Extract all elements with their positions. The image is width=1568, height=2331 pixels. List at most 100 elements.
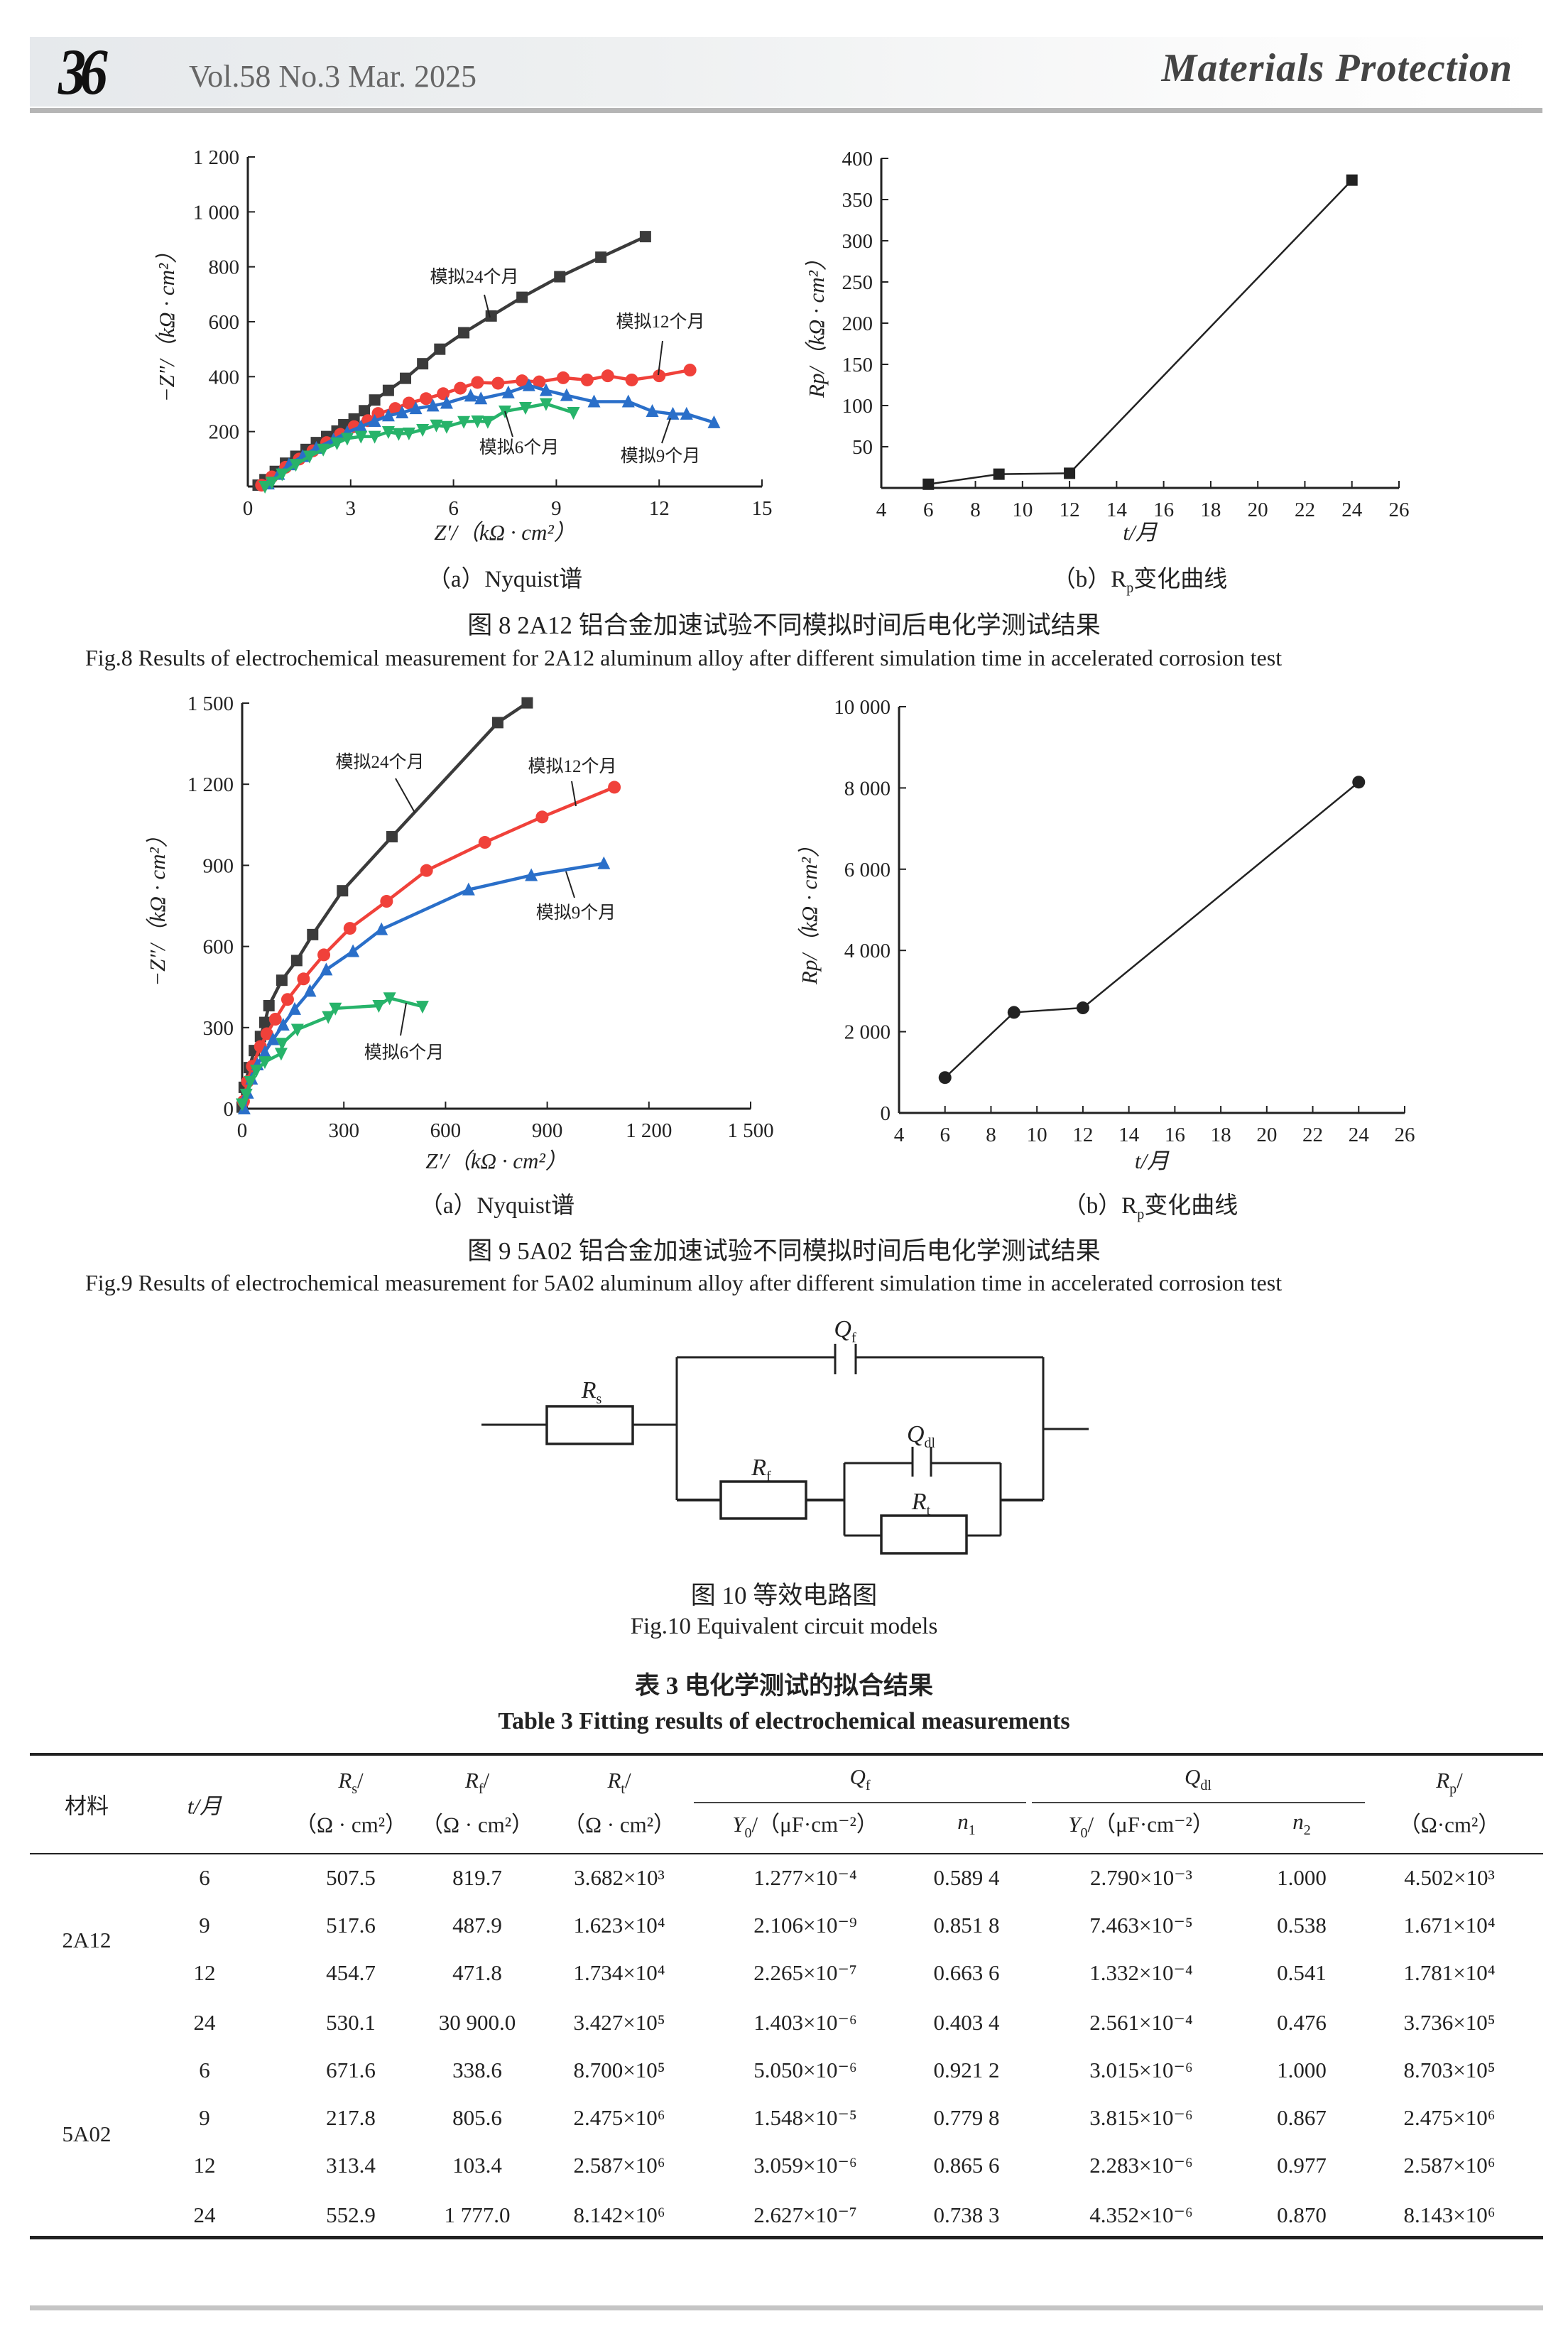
cell-value: 12 [193, 2153, 216, 2178]
rs-label-subscript: s [596, 1391, 601, 1407]
rs-label: Rs [581, 1377, 602, 1407]
cell-value: 2.790×10⁻³ [1090, 1865, 1192, 1890]
rf-label-symbol: R [751, 1455, 766, 1481]
data-point [416, 423, 430, 437]
x-tick-label: 0 [237, 1119, 248, 1142]
data-point [560, 388, 573, 401]
table-cell-t: 24 [194, 2010, 216, 2036]
unit: （Ω · cm²） [420, 1812, 534, 1837]
y-tick-label: 300 [842, 230, 873, 253]
x-tick-label: 3 [346, 497, 356, 520]
data-point [557, 371, 570, 384]
cell-value: 338.6 [452, 2058, 502, 2082]
table-cell-qf_y0: 5.050×10⁻⁶ [753, 2058, 856, 2083]
cell-value: 552.9 [326, 2202, 376, 2227]
cell-value: 2.587×10⁶ [573, 2153, 665, 2178]
page-number: 36 [58, 36, 108, 108]
x-tick-label: 22 [1302, 1124, 1323, 1146]
series-line [928, 179, 1353, 486]
data-point [276, 468, 289, 482]
qf-label-symbol: Q [834, 1316, 851, 1342]
cell-value: 0.538 [1277, 1913, 1327, 1938]
qdl-label-symbol: Q [907, 1421, 925, 1447]
data-point [290, 1023, 304, 1037]
table-cell-rp: 8.703×10⁵ [1403, 2058, 1495, 2083]
data-point [474, 391, 488, 405]
symbol: R [338, 1768, 352, 1793]
annotation-leader [400, 1002, 407, 1036]
data-point [281, 993, 294, 1006]
data-point [340, 433, 354, 446]
y-tick-label: 1 000 [193, 201, 239, 224]
fig10-title-en: Fig.10 Equivalent circuit models [630, 1614, 938, 1639]
cell-value: 1.671×10⁴ [1403, 1913, 1496, 1938]
data-point [317, 443, 330, 457]
series-annotation: 模拟24个月 [430, 267, 518, 287]
x-tick-label: 20 [1256, 1124, 1277, 1146]
table-cell-t: 9 [199, 2105, 210, 2131]
table-cell-rt: 3.682×10³ [574, 1865, 665, 1891]
cell-value: 0.870 [1277, 2202, 1327, 2227]
rs-label-symbol: R [581, 1377, 597, 1403]
x-tick-label: 10 [1012, 499, 1033, 521]
table-cell-rs: 530.1 [326, 2010, 376, 2036]
cell-value: 4.352×10⁻⁶ [1089, 2202, 1193, 2227]
table-cell-rt: 3.427×10⁵ [573, 2010, 665, 2036]
symbol: n [1292, 1809, 1304, 1834]
data-point [639, 231, 651, 243]
unit: /（μF·cm⁻²） [751, 1812, 878, 1837]
unit: （Ω · cm²） [294, 1812, 408, 1837]
cell-value: 24 [193, 2202, 216, 2227]
data-point [457, 415, 471, 429]
data-point [250, 1064, 263, 1077]
annotation-leader [504, 411, 513, 438]
data-point [276, 1017, 290, 1031]
x-tick-label: 12 [1072, 1124, 1093, 1146]
table-cell-n1: 0.403 4 [934, 2010, 1000, 2036]
cell-value: 2.283×10⁻⁶ [1089, 2153, 1193, 2178]
subscript: p [1449, 1781, 1457, 1797]
rf-label-subscript: f [766, 1469, 771, 1484]
data-point [400, 372, 412, 384]
data-point [501, 385, 515, 398]
series-line [944, 781, 1360, 1079]
series-模拟12个月 [255, 364, 697, 492]
table-cell-rf: 338.6 [452, 2058, 502, 2083]
data-point [518, 402, 532, 415]
table-cell-rf: 487.9 [452, 1913, 502, 1938]
cell-value: 12 [193, 1960, 216, 1985]
data-point [244, 1075, 257, 1089]
rf-label: Rf [751, 1455, 771, 1484]
data-point [683, 364, 697, 377]
table-cell-qdl_y0: 2.283×10⁻⁶ [1089, 2153, 1192, 2178]
resistor-symbol [719, 1480, 807, 1520]
x-tick-label: 900 [532, 1119, 563, 1142]
data-point [1352, 776, 1366, 789]
table-cell-t: 12 [194, 2153, 216, 2178]
running-header [30, 37, 1542, 107]
cell-value: 30 900.0 [438, 2010, 516, 2035]
x-tick-label: 14 [1118, 1124, 1140, 1146]
data-point [1076, 1001, 1089, 1015]
fig9a-caption: （a）Nyquist谱 [419, 1193, 575, 1219]
table-cell-qf_y0: 2.106×10⁻⁹ [753, 1913, 856, 1938]
subscript: dl [1200, 1778, 1212, 1793]
data-point [402, 396, 415, 410]
data-point [386, 831, 398, 843]
header-rf: Rf/ [465, 1768, 489, 1798]
cell-value: 805.6 [452, 2105, 502, 2130]
cell-value: 103.4 [452, 2153, 502, 2178]
table-cell-t: 12 [194, 1960, 216, 1986]
data-point [621, 394, 635, 408]
table-cell-rs: 217.8 [326, 2105, 376, 2131]
x-tick-label: 14 [1106, 499, 1128, 521]
data-point [303, 450, 316, 464]
header-time: t/月 [187, 1788, 222, 1820]
data-point [260, 1027, 273, 1040]
data-point [239, 1088, 253, 1102]
table3-title-en: Table 3 Fitting results of electrochemic… [498, 1708, 1070, 1734]
header-n1: n1 [957, 1809, 976, 1839]
rt-label: Rt [911, 1489, 931, 1518]
data-point [369, 394, 381, 406]
table-cell-n2: 1.000 [1277, 2058, 1327, 2083]
